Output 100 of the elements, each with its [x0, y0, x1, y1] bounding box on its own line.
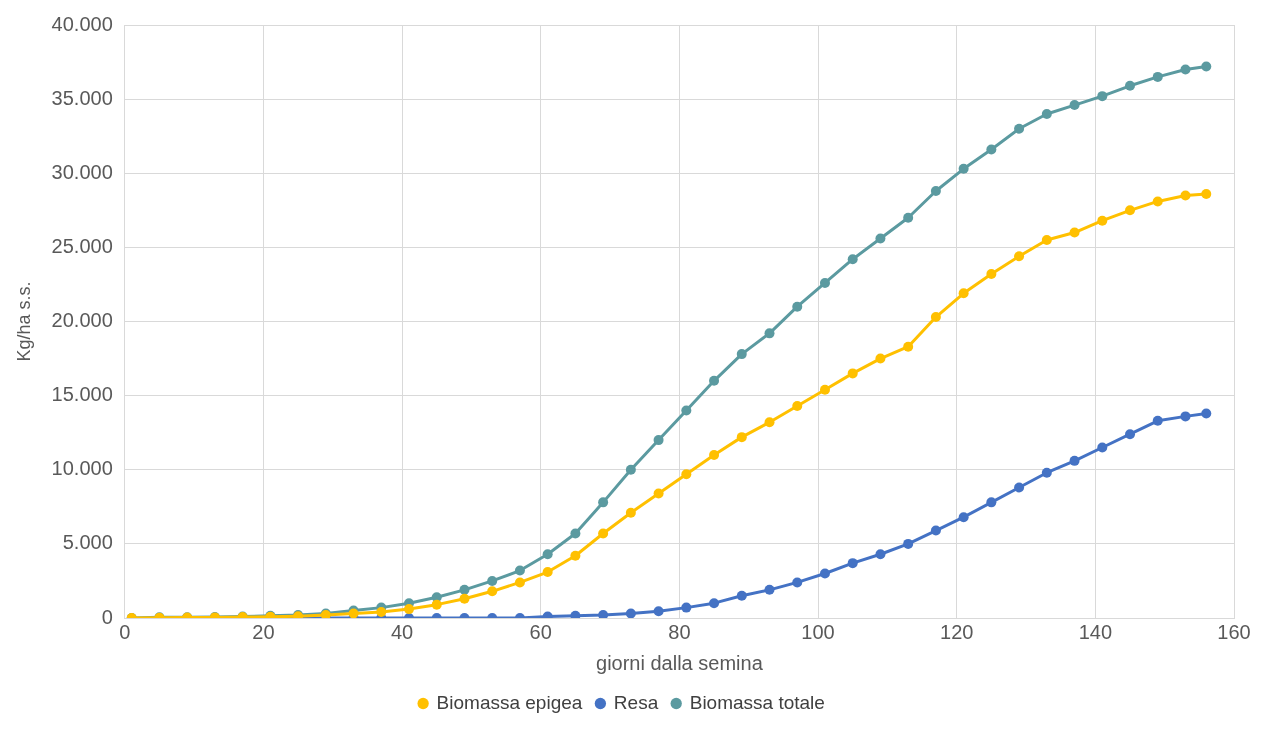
point — [930, 312, 941, 323]
point — [958, 512, 969, 523]
point — [1152, 415, 1163, 426]
point — [1180, 190, 1191, 201]
point — [1014, 123, 1025, 134]
point — [792, 577, 803, 588]
x-tick-label: 100 — [801, 620, 835, 643]
point — [1201, 189, 1212, 200]
point — [792, 401, 803, 411]
y-tick-label: 35.000 — [51, 86, 113, 109]
y-tick-label: 10.000 — [51, 457, 113, 480]
point — [986, 269, 997, 280]
y-tick-label: 5.000 — [62, 531, 113, 554]
point — [570, 528, 581, 539]
point — [819, 568, 830, 579]
point — [903, 341, 914, 352]
x-tick-label: 160 — [1217, 620, 1251, 643]
y-tick-label: 40.000 — [51, 12, 113, 35]
point — [709, 598, 720, 609]
point — [1041, 108, 1052, 119]
point — [958, 163, 969, 174]
point — [819, 384, 830, 395]
point — [681, 469, 692, 480]
point — [1125, 429, 1136, 440]
point — [1201, 408, 1212, 419]
point — [570, 610, 581, 618]
point — [1097, 442, 1108, 453]
point — [875, 233, 886, 244]
point — [431, 599, 442, 610]
y-tick-label: 15.000 — [51, 383, 113, 406]
point — [875, 549, 886, 560]
x-axis-title: giorni dalla semina — [596, 651, 764, 674]
point — [1097, 91, 1108, 102]
point — [598, 497, 609, 508]
point — [875, 353, 886, 364]
legend-label: Biomassa totale — [689, 691, 825, 713]
point — [1180, 411, 1191, 422]
point — [1014, 251, 1025, 262]
point — [1125, 80, 1136, 91]
point — [487, 586, 498, 597]
point — [764, 328, 775, 339]
point — [764, 584, 775, 595]
x-tick-label: 40 — [390, 620, 414, 643]
point — [653, 435, 664, 446]
point — [1152, 196, 1163, 207]
point — [1069, 455, 1080, 466]
point — [459, 593, 470, 604]
point — [847, 558, 858, 569]
point — [792, 301, 803, 312]
point — [625, 507, 636, 518]
point — [736, 349, 747, 360]
legend-label: Biomassa epigea — [436, 691, 583, 713]
point — [542, 549, 553, 560]
point — [930, 525, 941, 536]
point — [653, 488, 664, 499]
point — [487, 575, 498, 586]
y-axis-title: Kg/ha s.s. — [13, 281, 34, 362]
point — [847, 368, 858, 379]
point — [459, 584, 470, 595]
point — [514, 565, 525, 576]
point — [514, 577, 525, 588]
point — [404, 604, 415, 615]
point — [1180, 64, 1191, 75]
x-tick-label: 120 — [940, 620, 974, 643]
point — [986, 144, 997, 155]
x-tick-label: 140 — [1078, 620, 1113, 643]
point — [958, 288, 969, 299]
point — [681, 405, 692, 416]
y-tick-label: 25.000 — [51, 234, 113, 257]
point — [625, 464, 636, 475]
x-tick-label: 80 — [668, 620, 691, 643]
point — [1041, 234, 1052, 245]
point — [847, 254, 858, 265]
y-tick-label: 20.000 — [51, 309, 113, 332]
point — [903, 212, 914, 223]
point — [1201, 61, 1212, 72]
y-tick-label: 0 — [101, 605, 113, 628]
point — [598, 610, 609, 618]
point — [653, 606, 664, 617]
point — [764, 417, 775, 428]
x-tick-label: 60 — [529, 620, 552, 643]
y-tick-label: 30.000 — [51, 160, 113, 183]
legend-label: Resa — [613, 691, 659, 713]
point — [709, 375, 720, 386]
point — [1125, 205, 1136, 216]
point — [542, 567, 553, 578]
point — [625, 608, 636, 618]
point — [819, 277, 830, 288]
point — [736, 590, 747, 601]
point — [1097, 215, 1108, 226]
point — [1041, 467, 1052, 478]
point — [570, 550, 581, 561]
point — [1069, 227, 1080, 238]
point — [1069, 100, 1080, 111]
point — [681, 602, 692, 613]
point — [598, 528, 609, 539]
point — [1014, 482, 1025, 493]
x-tick-label: 0 — [119, 620, 131, 643]
point — [930, 186, 941, 197]
point — [736, 432, 747, 443]
